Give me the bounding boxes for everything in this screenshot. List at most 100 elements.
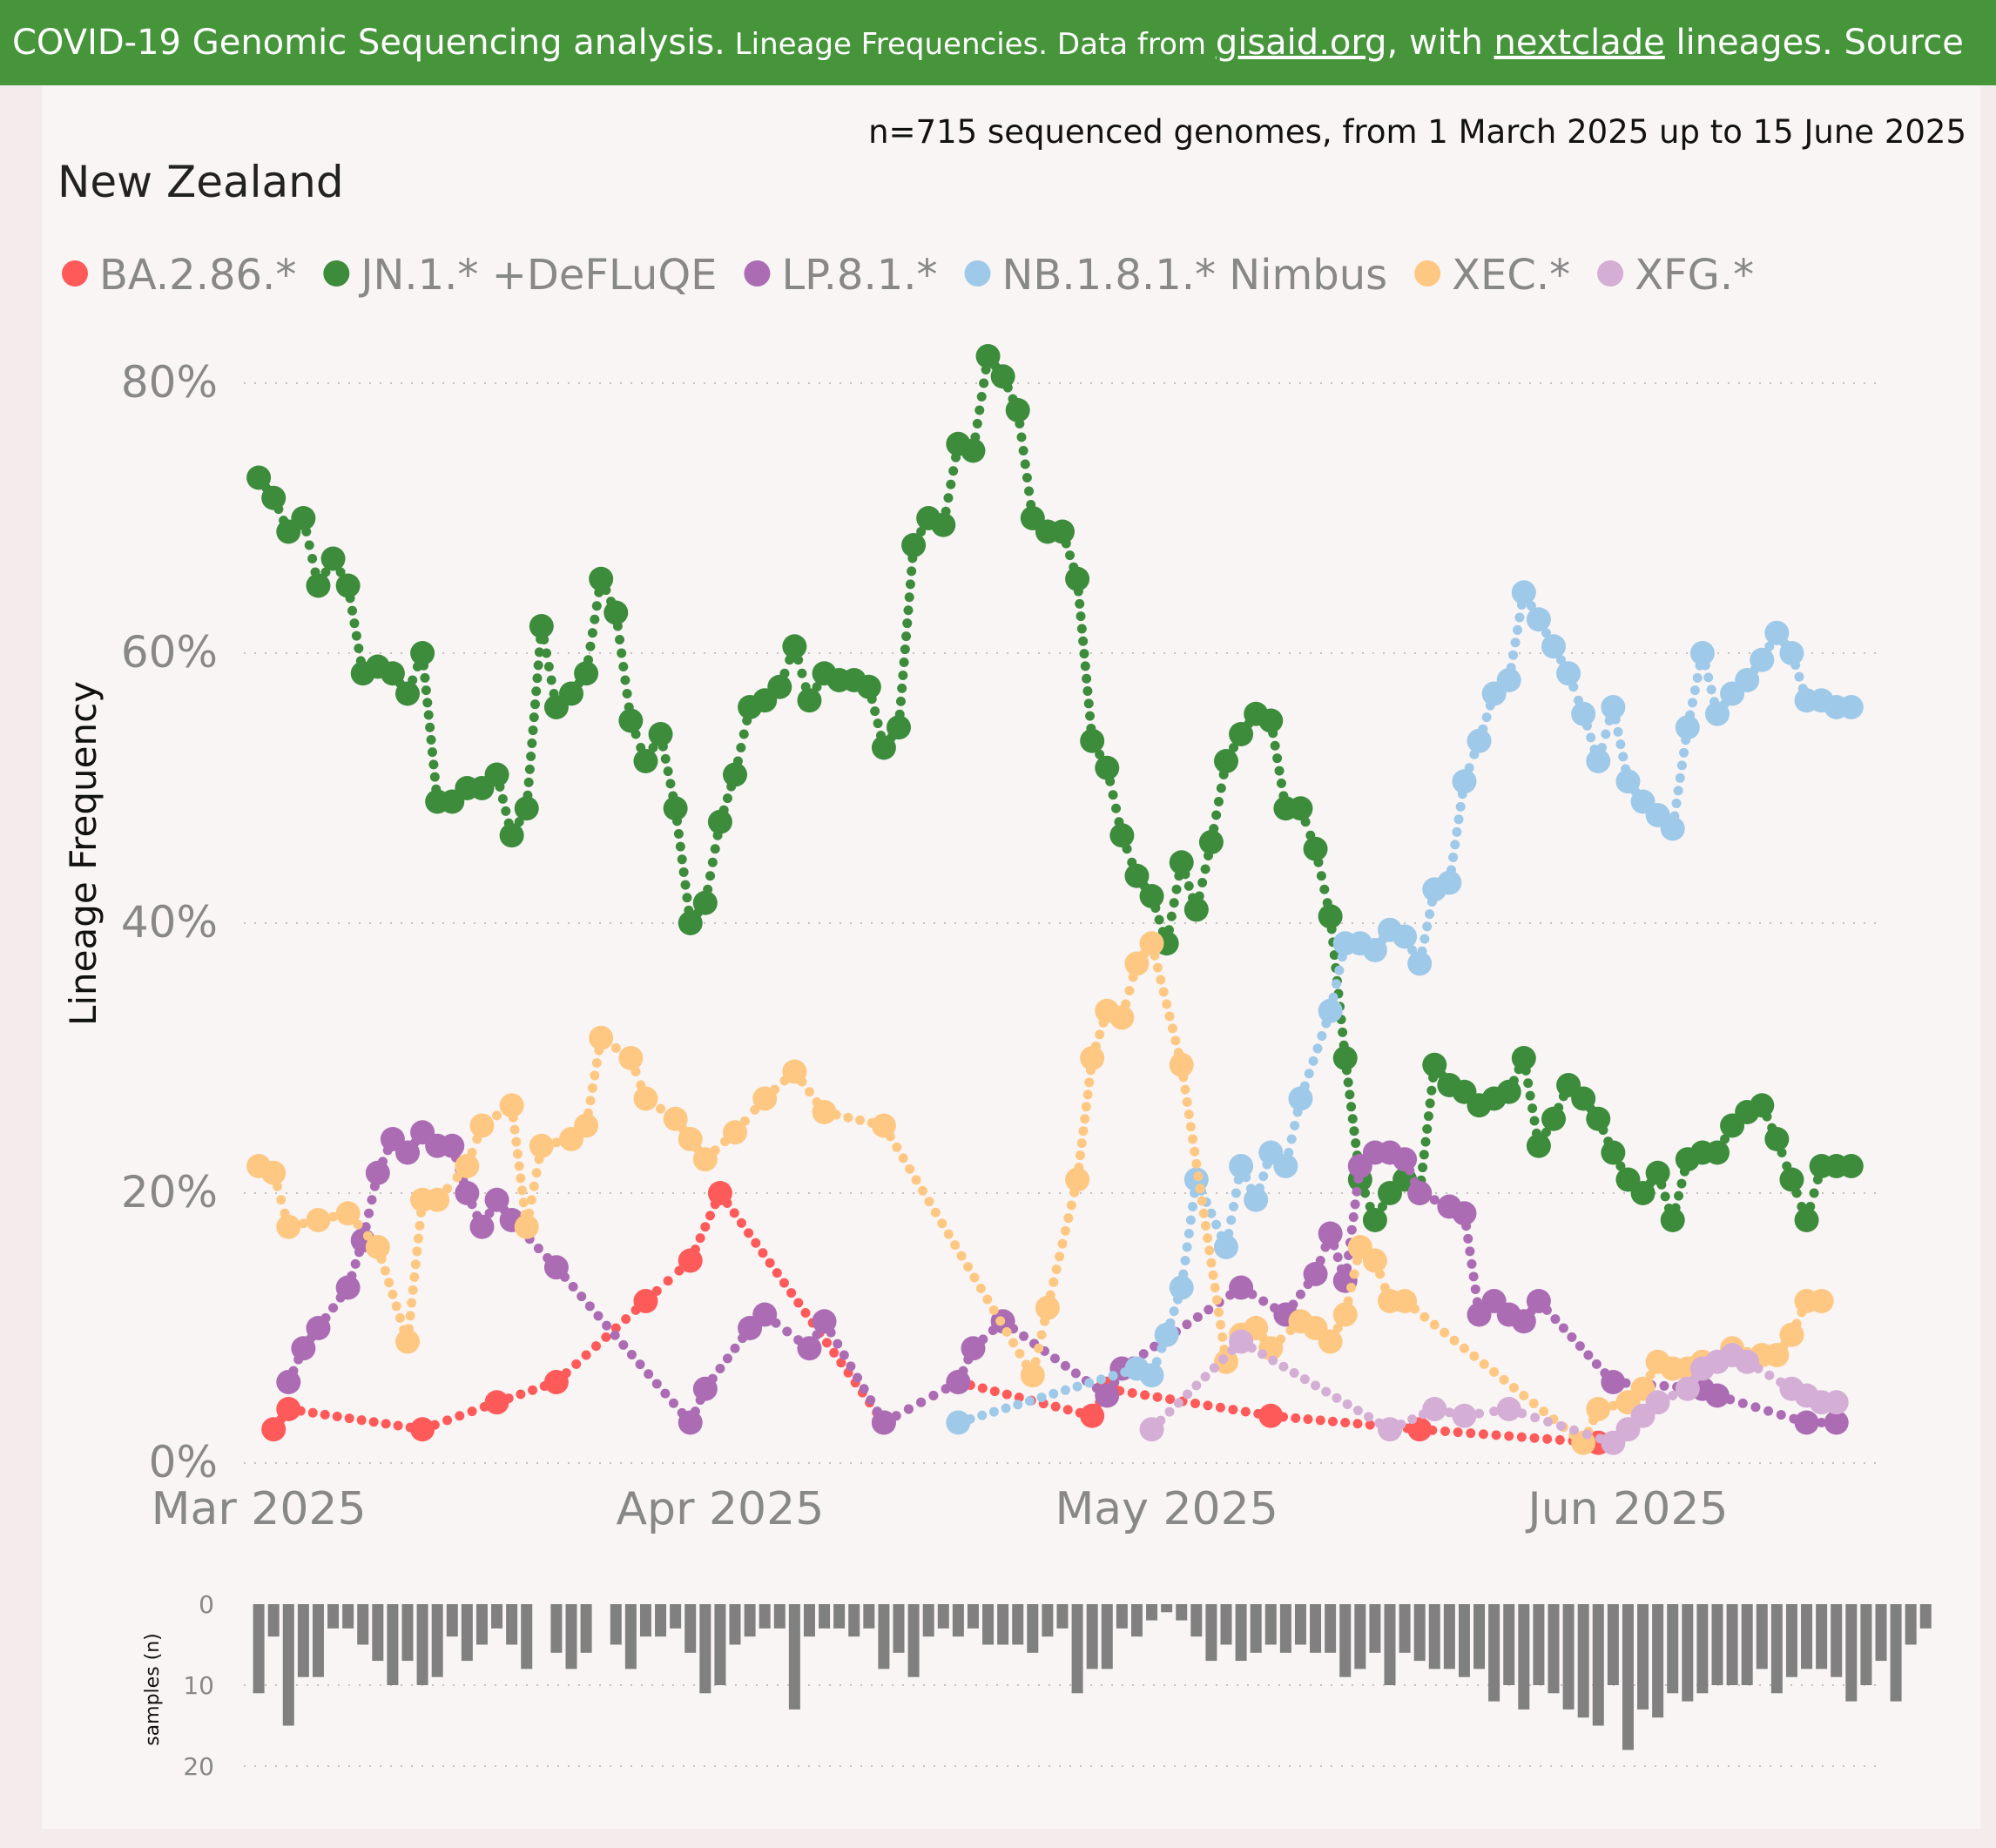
series-dot [1429,1319,1440,1330]
sample-bar [491,1604,503,1629]
series-dot [1671,798,1682,808]
data-point [618,1046,644,1070]
data-point [797,688,822,713]
data-point [1362,1208,1387,1232]
data-point [723,1120,747,1145]
series-dot [1516,1432,1527,1442]
series-dot [1352,1186,1362,1197]
series-dot [1418,1163,1428,1173]
series-dot [1346,1283,1357,1292]
series-dot [943,1229,954,1239]
series-dot [1541,628,1551,638]
series-dot [812,1330,822,1340]
data-point [1214,749,1238,773]
data-point [1065,1167,1090,1192]
series-dot [1425,909,1435,920]
series-xfg [1139,1329,1849,1455]
series-dot [744,1228,754,1238]
series-dot [705,871,716,881]
legend-label: NB.1.8.1.* Nimbus [1002,251,1388,300]
sample-bar [1622,1604,1634,1750]
series-dot [1343,1077,1353,1088]
series-dot [979,378,989,388]
series-dot [1197,1196,1207,1206]
series-dot [1491,1430,1501,1440]
series-dot [467,1406,477,1417]
sample-bar [744,1604,756,1637]
series-dot [988,1406,999,1417]
series-dot [1737,1398,1748,1408]
series-dot [1066,1200,1076,1211]
series-dot [577,1292,587,1302]
series-dot [298,1218,308,1229]
series-dot [412,1246,422,1257]
series-dot [1150,1341,1160,1352]
series-dot [1079,649,1089,659]
data-point [633,749,658,773]
gisaid-link[interactable]: gisaid.org [1215,23,1387,63]
series-dot [1334,965,1345,975]
data-point [1452,1403,1477,1428]
x-tick-label: Jun 2025 [1525,1483,1728,1535]
sample-bar [297,1604,309,1677]
data-point [335,1201,361,1226]
data-point [469,1113,495,1138]
series-dot [492,1110,502,1121]
series-dot [587,628,597,638]
series-dot [1319,884,1330,894]
series-dot [1001,1326,1012,1337]
nextclade-link[interactable]: nextclade [1494,23,1665,63]
series-dot [1526,601,1536,611]
series-dot [1419,1150,1429,1160]
series-dot [1440,1327,1450,1338]
sample-bar [1161,1604,1173,1613]
sample-bar [1726,1604,1738,1685]
data-point [574,1113,599,1138]
sample-bar [788,1604,800,1710]
series-dot [1444,1407,1454,1418]
sample-bar [342,1604,354,1629]
series-dot [870,706,880,717]
series-dot [1167,1023,1177,1034]
series-dot [307,1407,318,1418]
series-dot [1228,1405,1238,1415]
series-dot [1180,1256,1190,1265]
data-point [648,722,673,746]
series-dot [1081,1102,1091,1112]
series-dot [514,1161,524,1171]
series-dot [804,1087,814,1097]
series-dot [1024,1396,1035,1406]
data-point [484,1390,509,1415]
series-dot [873,718,883,729]
series-dot [1218,1354,1229,1365]
data-point [1735,668,1760,692]
series-dot [1429,1195,1440,1205]
series-dot [1303,1414,1313,1425]
data-point [678,911,703,935]
data-point [1660,816,1685,841]
series-dot [1342,1399,1352,1409]
series-dot [593,1311,604,1321]
series-dot [1377,1202,1387,1211]
series-dot [615,635,625,644]
series-dot [1474,1408,1485,1419]
data-point [1571,701,1596,726]
series-dot [899,658,909,668]
data-point [707,809,732,834]
sample-bar [1831,1604,1843,1677]
series-dot [1613,726,1623,737]
series-dot [407,1298,417,1308]
series-dot [393,1420,403,1431]
data-point [1556,661,1581,686]
data-point [514,1214,539,1239]
series-dot [1240,1406,1251,1417]
sample-bar [907,1604,920,1677]
data-point [1526,1289,1551,1313]
series-dot [1170,1035,1181,1046]
sample-bar [1637,1604,1649,1710]
series-dot [1541,1127,1551,1137]
data-point [1601,1370,1626,1394]
series-dot [1001,1403,1011,1413]
series-dot [1062,1405,1073,1415]
data-point [871,1113,896,1138]
